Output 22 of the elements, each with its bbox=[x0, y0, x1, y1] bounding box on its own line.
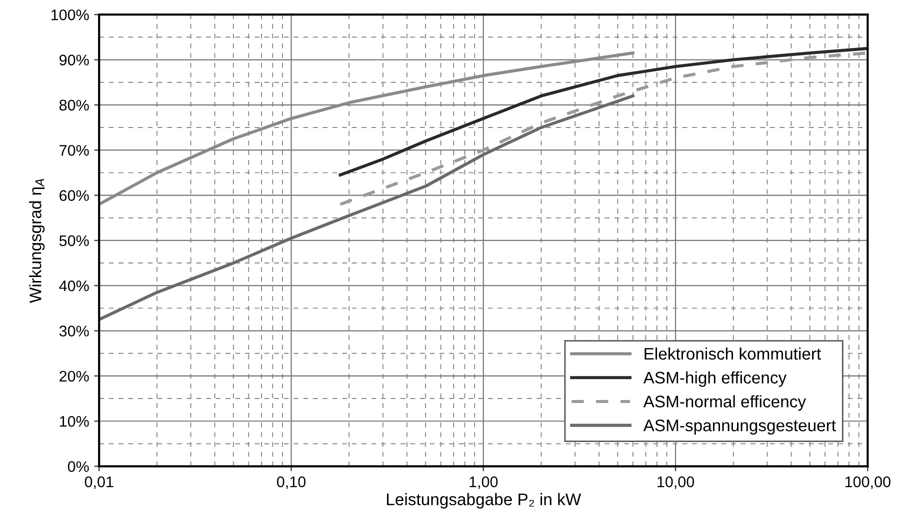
legend-label: ASM-normal efficency bbox=[643, 395, 806, 411]
x-tick-label: 1,00 bbox=[470, 476, 498, 490]
y-tick-label: 90% bbox=[60, 54, 89, 66]
y-tick-label: 40% bbox=[59, 280, 89, 292]
legend-label: Elektronisch kommutiert bbox=[644, 347, 822, 360]
x-tick-label: 100,00 bbox=[845, 476, 890, 490]
y-tick-label: 10% bbox=[60, 416, 89, 427]
x-axis-title: Leistungsabgabe P₂ in kW bbox=[387, 493, 582, 509]
y-tick-label: 100% bbox=[51, 9, 89, 20]
y-tick-label: 70% bbox=[60, 144, 89, 156]
legend-label: ASM-spannungsgesteuert bbox=[643, 420, 836, 435]
x-tick-label: 0,01 bbox=[84, 476, 114, 490]
y-axis-title: Wirkungsgrad η$_{A}$ bbox=[29, 179, 45, 304]
y-tick-label: 50% bbox=[59, 235, 89, 246]
x-tick-label: 10,00 bbox=[658, 476, 694, 490]
y-tick-label: 60% bbox=[60, 190, 89, 201]
y-tick-label: 20% bbox=[60, 370, 89, 382]
x-tick-label: 0,10 bbox=[276, 476, 306, 490]
y-tick-label: 0% bbox=[68, 461, 89, 472]
legend-label: ASM-high efficency bbox=[643, 371, 787, 387]
y-tick-label: 30% bbox=[59, 326, 89, 336]
y-tick-label: 80% bbox=[59, 100, 89, 111]
